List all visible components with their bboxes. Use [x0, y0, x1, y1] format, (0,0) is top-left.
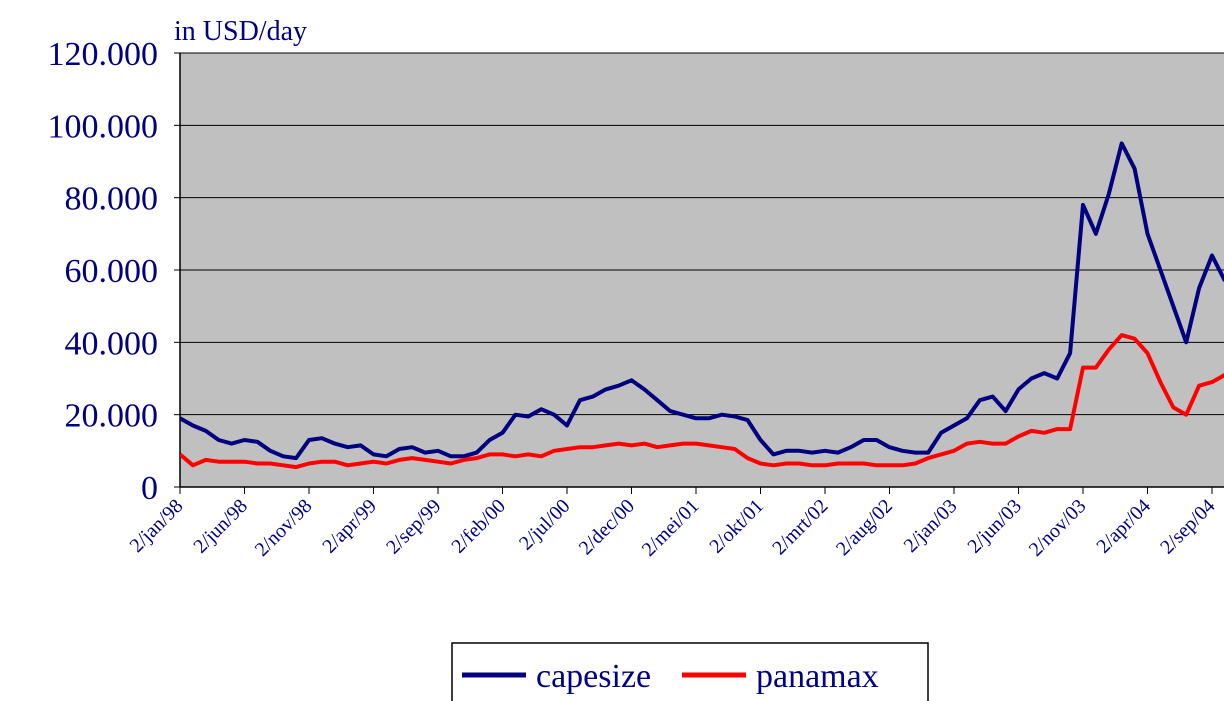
subtitle: in USD/day: [174, 16, 307, 47]
x-tick-label: 2/okt/01: [705, 495, 768, 558]
y-tick-label: 120.000: [48, 36, 159, 73]
y-tick-label: 60.000: [65, 253, 159, 290]
legend-label: capesize: [536, 658, 651, 695]
x-tick-label: 2/jun/98: [189, 495, 252, 558]
x-tick-label: 2/apr/99: [318, 495, 381, 558]
x-tick-label: 2/sep/04: [1156, 495, 1219, 558]
x-tick-label: 2/jul/00: [515, 495, 575, 555]
x-tick-label: 2/feb/00: [447, 495, 510, 558]
legend: [451, 642, 929, 701]
x-tick-label: 2/nov/98: [251, 495, 317, 561]
series-group: [180, 141, 1224, 470]
x-tick-label: 2/aug/02: [832, 495, 897, 560]
x-tick-label: 2/jun/03: [963, 495, 1026, 558]
x-tick-label: 2/sep/99: [382, 495, 445, 558]
x-tick-label: 2/jan/03: [900, 495, 962, 557]
x-tick-label: 2/apr/04: [1092, 495, 1155, 558]
line-series: [180, 333, 1224, 470]
x-tick-label: 2/nov/03: [1025, 495, 1091, 561]
x-tick-label: 2/mrt/02: [768, 495, 832, 559]
y-tick-label: 80.000: [65, 181, 159, 218]
legend-label: panamax: [756, 658, 879, 695]
line-series: [180, 141, 1224, 461]
x-tick-label: 2/mei/01: [638, 495, 704, 561]
y-tick-label: 0: [141, 470, 158, 507]
y-tick-label: 20.000: [65, 398, 159, 435]
y-tick-label: 100.000: [48, 108, 159, 145]
y-tick-label: 40.000: [65, 325, 159, 362]
x-tick-label: 2/dec/00: [575, 495, 639, 559]
